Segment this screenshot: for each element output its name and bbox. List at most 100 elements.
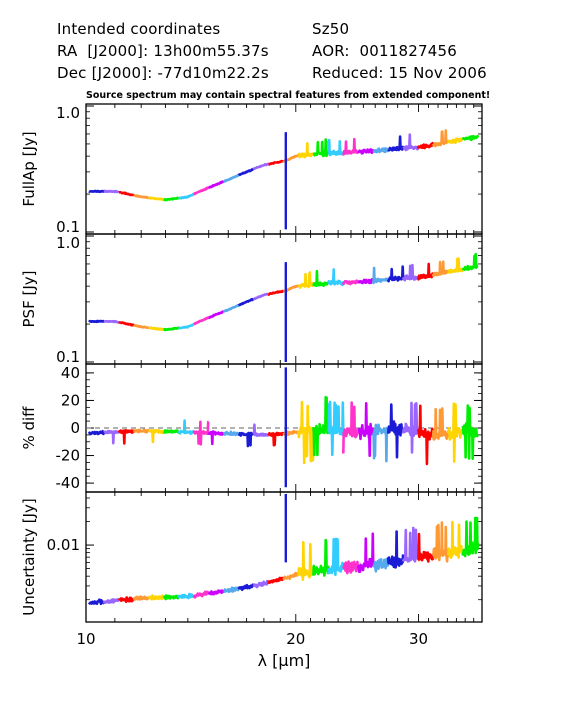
extended-component-note: Source spectrum may contain spectral fea… — [86, 90, 491, 101]
header-title: Intended coordinates — [57, 20, 221, 38]
spectrum-segment-psf — [222, 304, 240, 313]
spectrum-segment-uncertainty — [148, 594, 166, 601]
spectrum-segment-psf — [103, 319, 120, 324]
spectrum-segment-psf — [327, 268, 345, 287]
spectrum-segment-uncertainty — [177, 592, 195, 600]
spectrum-segment-fullap — [357, 148, 375, 155]
spectrum-segment-psf — [237, 297, 255, 307]
y-tick-label-fullap: 0.1 — [56, 218, 80, 236]
spectrum-segment-uncertainty — [401, 526, 420, 563]
spectrum-segment-fullap — [177, 192, 195, 200]
y-axis-label-fullap: FullAp [Jy] — [20, 131, 38, 206]
spectrum-segment-uncertainty — [356, 532, 375, 574]
spectrum-segment-pctdiff — [117, 428, 135, 445]
header-ra: RA [J2000]: 13h00m55.37s — [57, 42, 269, 60]
y-tick-label-psf: 0.1 — [56, 348, 80, 366]
spectrum-segment-pctdiff — [431, 407, 450, 441]
y-tick-label-pctdiff: -40 — [56, 474, 81, 492]
spectrum-segment-psf — [401, 263, 420, 282]
spectrum-segment-uncertainty — [312, 538, 330, 577]
spectrum-segment-fullap — [387, 135, 405, 152]
spectrum-segment-psf — [312, 269, 330, 288]
spectrum-segment-uncertainty — [207, 589, 225, 596]
spectrum-segment-psf — [297, 271, 315, 289]
panel-frame-psf — [85, 233, 483, 365]
header-dec: Dec [J2000]: -77d10m22.2s — [57, 64, 269, 82]
spectrum-segment-fullap — [222, 174, 240, 183]
spectrum-segment-uncertainty — [252, 579, 270, 589]
spectrum-segment-uncertainty — [327, 537, 345, 577]
spectrum-segment-pctdiff — [252, 423, 270, 438]
spectrum-segment-uncertainty — [297, 540, 315, 582]
spectrum-segment-fullap — [402, 133, 420, 152]
header-aor: AOR: 0011827456 — [312, 42, 457, 60]
spectrum-segment-uncertainty — [446, 520, 465, 560]
spectrum-segment-psf — [162, 326, 180, 332]
y-tick-label-pctdiff: 40 — [61, 364, 80, 382]
spectrum-segment-uncertainty — [417, 532, 435, 563]
spectrum-segment-uncertainty — [132, 595, 151, 601]
spectrum-segment-fullap — [447, 137, 464, 144]
y-axis-label-psf: PSF [Jy] — [20, 271, 38, 328]
spectrum-segment-psf — [148, 326, 165, 332]
spectrum-segment-uncertainty — [87, 598, 106, 606]
spectrum-segment-psf — [342, 279, 360, 286]
panel-frame-fullap — [85, 103, 483, 235]
spectrum-segment-pctdiff — [237, 431, 255, 448]
spectrum-segment-pctdiff — [103, 429, 120, 445]
spectrum-segment-pctdiff — [297, 400, 315, 465]
spectrum-segment-pctdiff — [87, 429, 106, 436]
spectrum-segment-fullap — [327, 138, 345, 157]
spectrum-segment-pctdiff — [147, 428, 165, 444]
spectrum-segment-pctdiff — [132, 428, 151, 434]
spectrum-segment-fullap — [103, 189, 120, 194]
spectrum-segment-psf — [446, 257, 464, 274]
spectrum-segment-pctdiff — [416, 404, 435, 466]
spectrum-segment-psf — [88, 319, 105, 324]
spectrum-segment-psf — [132, 323, 150, 330]
spectrum-segment-psf — [267, 289, 285, 296]
spectrum-segment-fullap — [342, 137, 360, 156]
spectrum-segment-uncertainty — [431, 521, 450, 563]
spectrum-segment-pctdiff — [342, 401, 360, 454]
spectrum-segment-pctdiff — [267, 431, 285, 447]
spectrum-segment-psf — [118, 320, 135, 327]
spectrum-segment-pctdiff — [327, 400, 345, 457]
spectrum-segment-pctdiff — [177, 419, 195, 436]
spectrum-segment-psf — [177, 323, 195, 330]
y-tick-label-uncertainty: 0.01 — [47, 536, 80, 554]
y-axis-label-pctdiff: % diff — [20, 406, 38, 450]
spectrum-segment-fullap — [133, 194, 150, 200]
x-tick-label: 30 — [409, 630, 428, 648]
spectrum-segment-uncertainty — [117, 596, 135, 604]
spectrum-segment-psf — [371, 266, 390, 285]
spectrum-segment-fullap — [252, 162, 270, 171]
spectrum-segment-psf — [431, 260, 450, 278]
spectrum-segment-fullap — [372, 147, 390, 154]
spectrum-segment-fullap — [148, 196, 165, 201]
y-tick-label-psf: 1.0 — [56, 234, 80, 252]
spectrum-segment-psf — [252, 292, 270, 301]
y-tick-label-pctdiff: 20 — [61, 391, 80, 409]
spectrum-segment-fullap — [267, 159, 285, 166]
y-tick-label-pctdiff: 0 — [70, 419, 80, 437]
spectrum-segment-fullap — [207, 180, 225, 190]
spectrum-segment-fullap — [192, 186, 210, 196]
spectrum-segment-uncertainty — [282, 571, 300, 581]
y-axis-label-uncertainty: Uncertainty [Jy] — [20, 498, 38, 615]
x-axis-label: λ [μm] — [258, 651, 311, 670]
spectrum-segment-pctdiff — [446, 402, 465, 463]
spectrum-segment-fullap — [162, 196, 180, 202]
spectrum-segment-uncertainty — [192, 590, 210, 599]
spectrum-segment-pctdiff — [357, 401, 375, 458]
spectrum-segment-uncertainty — [267, 576, 285, 585]
spectrum-segment-fullap — [88, 189, 105, 194]
spectrum-segment-pctdiff — [207, 430, 225, 446]
spectrum-segment-psf — [192, 316, 210, 326]
spectrum-segment-psf — [386, 265, 405, 283]
header-target: Sz50 — [312, 20, 350, 38]
spectrum-segment-pctdiff — [222, 430, 240, 437]
spectrum-segment-fullap — [237, 167, 255, 177]
spectrum-segment-pctdiff — [192, 420, 210, 446]
